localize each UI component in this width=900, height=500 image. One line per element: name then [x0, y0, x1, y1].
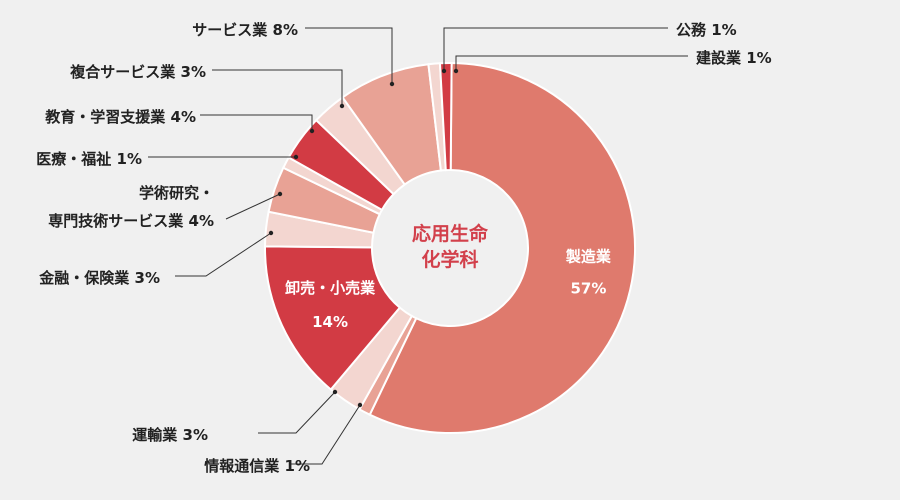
- leader-line-8: [212, 69, 343, 106]
- slice-3: [264, 245, 402, 391]
- leader-line-10: [443, 27, 668, 71]
- leader-dot-11: [453, 68, 459, 74]
- slice-label-5: 学術研究・専門技術サービス業 4%: [48, 184, 214, 230]
- leader-dot-9: [389, 81, 395, 87]
- leader-line-9: [305, 27, 393, 84]
- leader-dot-1: [357, 402, 363, 408]
- leader-dot-2: [332, 389, 338, 395]
- leader-line-5: [225, 193, 281, 220]
- slice-0: [368, 61, 636, 434]
- center-label: 応用生命化学科: [412, 222, 489, 271]
- leader-line-4: [175, 232, 272, 277]
- leader-dot-10: [441, 68, 447, 74]
- slice-label-9: サービス業 8%: [192, 21, 298, 39]
- slice-label-11: 建設業 1%: [696, 49, 772, 67]
- leader-dot-4: [268, 230, 274, 236]
- slice-label-3: 卸売・小売業 14%: [285, 279, 376, 331]
- leader-dot-8: [339, 103, 345, 109]
- slice-label-6: 医療・福祉 1%: [36, 150, 142, 168]
- slice-label-1: 情報通信業 1%: [204, 457, 310, 475]
- slice-label-4: 金融・保険業 3%: [38, 269, 160, 287]
- leader-dot-7: [309, 128, 315, 134]
- leader-line-1: [290, 404, 361, 465]
- leader-line-11: [455, 55, 688, 71]
- slice-label-7: 教育・学習支援業 4%: [44, 108, 196, 126]
- leader-dot-5: [277, 191, 283, 197]
- leader-line-7: [200, 114, 313, 131]
- slice-label-2: 運輸業 3%: [132, 426, 208, 444]
- slice-label-0: 製造業 57%: [565, 247, 612, 297]
- leader-line-2: [258, 391, 336, 434]
- slice-label-8: 複合サービス業 3%: [69, 63, 206, 81]
- leader-dot-6: [293, 154, 299, 160]
- slice-label-10: 公務 1%: [676, 21, 737, 39]
